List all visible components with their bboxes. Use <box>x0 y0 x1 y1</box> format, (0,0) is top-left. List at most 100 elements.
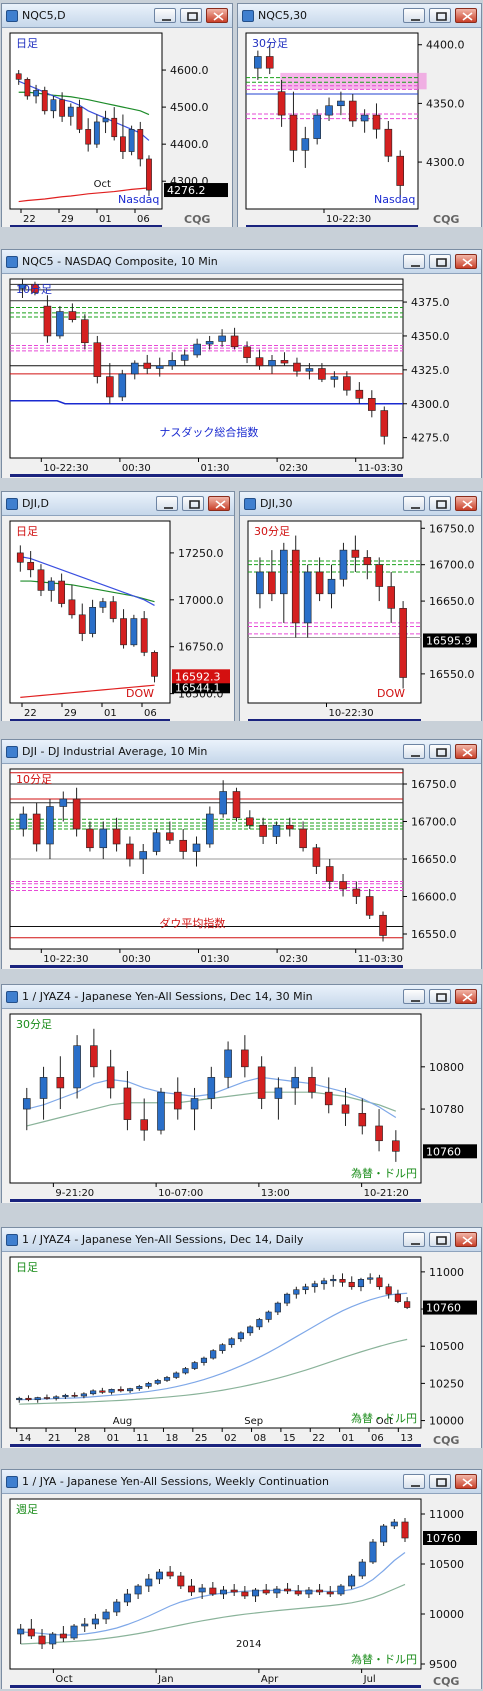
moving-average-fast <box>20 556 155 606</box>
minimize-button[interactable] <box>403 254 425 269</box>
candle <box>210 1349 217 1360</box>
y-tick-label: 10000 <box>429 1415 464 1428</box>
maximize-button[interactable] <box>429 496 451 511</box>
window-titlebar[interactable]: NQC5,30 <box>238 4 481 28</box>
highlight-zone <box>280 72 427 90</box>
price-chart[interactable]: 4375.0 4350.0 4325.0 4300.0 4275.0 10-22:30 00… <box>2 275 481 478</box>
maximize-button[interactable] <box>180 8 202 23</box>
window-titlebar[interactable]: 1 / JYA - Japanese Yen-All Sessions, Wee… <box>2 1470 481 1494</box>
timeframe-label: 30分足 <box>254 525 290 538</box>
chart-window[interactable]: NQC5 - NASDAQ Composite, 10 Min 4375.0 435… <box>1 249 482 478</box>
chart-window[interactable]: DJI,D 17250.0 17000.0 16750.0 16500.0 16544.1… <box>1 491 235 721</box>
chart-window[interactable]: DJI - DJ Industrial Average, 10 Min 16750… <box>1 739 482 969</box>
time-scroll-bar[interactable] <box>248 719 421 721</box>
time-scroll-bar[interactable] <box>10 965 403 968</box>
candle-body <box>219 1344 226 1351</box>
y-tick-label: 16750.0 <box>429 522 475 535</box>
candle <box>56 306 64 339</box>
candle <box>27 1619 35 1639</box>
price-chart[interactable]: 16750.0 16700.0 16650.0 16600.0 16550.0 10-22… <box>2 765 481 969</box>
close-button[interactable] <box>455 1474 477 1489</box>
time-scroll-bar[interactable] <box>10 719 170 721</box>
chart-window[interactable]: 1 / JYA - Japanese Yen-All Sessions, Wee… <box>1 1469 482 1689</box>
window-titlebar[interactable]: 1 / JYAZ4 - Japanese Yen-All Sessions, D… <box>2 1228 481 1252</box>
candle <box>348 1276 355 1290</box>
close-button[interactable] <box>206 8 228 23</box>
close-button[interactable] <box>455 989 477 1004</box>
maximize-button[interactable] <box>182 496 204 511</box>
close-button[interactable] <box>455 8 477 23</box>
maximize-button[interactable] <box>429 8 451 23</box>
time-scroll-bar[interactable] <box>246 225 418 227</box>
window-titlebar[interactable]: NQC5,D <box>2 4 232 28</box>
price-chart[interactable]: 16750.0 16700.0 16650.0 16550.0 16595.9 10-22… <box>240 517 481 721</box>
chart-window[interactable]: 1 / JYAZ4 - Japanese Yen-All Sessions, D… <box>1 984 482 1203</box>
candle <box>325 97 333 121</box>
chart-window[interactable]: NQC5,30 4400.0 4350.0 4300.0 10-22:30 30分足 Nas… <box>237 3 482 227</box>
candle-body <box>220 1589 228 1595</box>
candle-body <box>291 1077 299 1089</box>
candle-body <box>241 1591 249 1597</box>
candle-body <box>50 99 57 112</box>
candle <box>325 859 334 889</box>
minimize-button[interactable] <box>403 989 425 1004</box>
price-chart[interactable]: 17250.017000.016750.016500.016544.116592… <box>2 517 234 721</box>
close-button[interactable] <box>455 254 477 269</box>
minimize-button[interactable] <box>403 8 425 23</box>
maximize-button[interactable] <box>429 1474 451 1489</box>
minimize-button[interactable] <box>403 496 425 511</box>
time-scroll-bar[interactable] <box>10 1444 421 1447</box>
candle-body <box>19 813 28 830</box>
candle <box>120 114 126 159</box>
price-chart[interactable]: 11000 10500 10000 9500 10760 Oct Jan Apr Jul 2014… <box>2 1495 481 1689</box>
candle <box>265 44 274 75</box>
time-scroll-bar[interactable] <box>10 1199 421 1202</box>
window-titlebar[interactable]: DJI - DJ Industrial Average, 10 Min <box>2 740 481 764</box>
close-button[interactable] <box>455 744 477 759</box>
price-chart[interactable]: 4400.0 4350.0 4300.0 10-22:30 30分足 Nasdaq CQG <box>238 29 481 227</box>
chart-window[interactable]: 1 / JYAZ4 - Japanese Yen-All Sessions, D… <box>1 1227 482 1448</box>
candle-body <box>256 571 264 595</box>
candle-body <box>102 1611 110 1620</box>
close-button[interactable] <box>455 496 477 511</box>
plot-area <box>247 520 422 704</box>
time-scroll-bar[interactable] <box>10 474 403 477</box>
minimize-button[interactable] <box>156 496 178 511</box>
price-chart[interactable]: 1100010750105001025010000107601421280111… <box>2 1253 481 1448</box>
maximize-button[interactable] <box>429 254 451 269</box>
chart-window[interactable]: NQC5,D 4600.0 4500.0 4400.0 4300.0 4276.2 22 29… <box>1 3 233 227</box>
price-chart[interactable]: 10800 10780 10760 9-21:20 10-07:00 13:00 10-21… <box>2 1010 481 1203</box>
candle-body <box>284 1293 291 1304</box>
candle-body <box>285 824 294 830</box>
candle <box>123 1589 131 1606</box>
y-tick-label: 4400.0 <box>426 39 465 52</box>
window-titlebar[interactable]: DJI,D <box>2 492 234 516</box>
candle <box>363 550 372 580</box>
y-tick-label: 4350.0 <box>411 330 450 343</box>
time-scroll-bar[interactable] <box>10 225 162 227</box>
maximize-button[interactable] <box>429 1232 451 1247</box>
candle-body <box>99 1390 106 1393</box>
time-scroll-bar[interactable] <box>10 1685 421 1688</box>
window-titlebar[interactable]: NQC5 - NASDAQ Composite, 10 Min <box>2 250 481 274</box>
candle <box>375 557 384 602</box>
minimize-button[interactable] <box>403 1232 425 1247</box>
close-button[interactable] <box>208 496 230 511</box>
candle-body <box>43 1397 51 1399</box>
support-line <box>10 399 403 405</box>
window-titlebar[interactable]: 1 / JYAZ4 - Japanese Yen-All Sessions, D… <box>2 985 481 1009</box>
minimize-button[interactable] <box>403 1474 425 1489</box>
candle-body <box>259 824 267 837</box>
close-button[interactable] <box>455 1232 477 1247</box>
candle-body <box>387 586 395 609</box>
candle <box>294 1585 302 1596</box>
minimize-button[interactable] <box>154 8 176 23</box>
window-titlebar[interactable]: DJI,30 <box>240 492 481 516</box>
maximize-button[interactable] <box>429 744 451 759</box>
candle-body <box>303 571 312 624</box>
app-icon <box>6 10 18 22</box>
minimize-button[interactable] <box>403 744 425 759</box>
chart-window[interactable]: DJI,30 16750.0 16700.0 16650.0 16550.0 16595.… <box>239 491 482 721</box>
maximize-button[interactable] <box>429 989 451 1004</box>
